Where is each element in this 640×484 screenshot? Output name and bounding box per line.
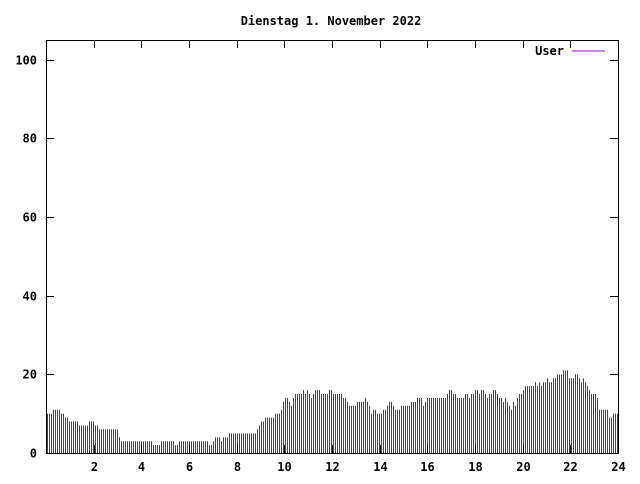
x-tick-label: 18	[468, 460, 482, 474]
x-tick-label: 6	[186, 460, 193, 474]
x-tick-label: 14	[373, 460, 387, 474]
y-tick-label: 20	[23, 368, 37, 382]
x-tick-label: 8	[234, 460, 241, 474]
y-tick-label: 40	[23, 290, 37, 304]
x-tick-label: 20	[516, 460, 530, 474]
x-tick-label: 4	[138, 460, 145, 474]
y-tick-label: 100	[15, 54, 37, 68]
y-tick-label: 80	[23, 132, 37, 146]
x-tick-label: 2	[91, 460, 98, 474]
plot-border	[46, 40, 619, 454]
y-tick-label: 0	[30, 447, 37, 461]
x-tick-label: 12	[325, 460, 339, 474]
legend: User	[535, 44, 605, 58]
x-tick-label: 22	[563, 460, 577, 474]
legend-label-user: User	[535, 44, 564, 58]
x-tick-label: 24	[611, 460, 625, 474]
x-tick-label: 16	[420, 460, 434, 474]
x-tick-label: 10	[277, 460, 291, 474]
bars	[47, 370, 618, 453]
y-tick-label: 60	[23, 211, 37, 225]
chart-title: Dienstag 1. November 2022	[241, 14, 422, 28]
